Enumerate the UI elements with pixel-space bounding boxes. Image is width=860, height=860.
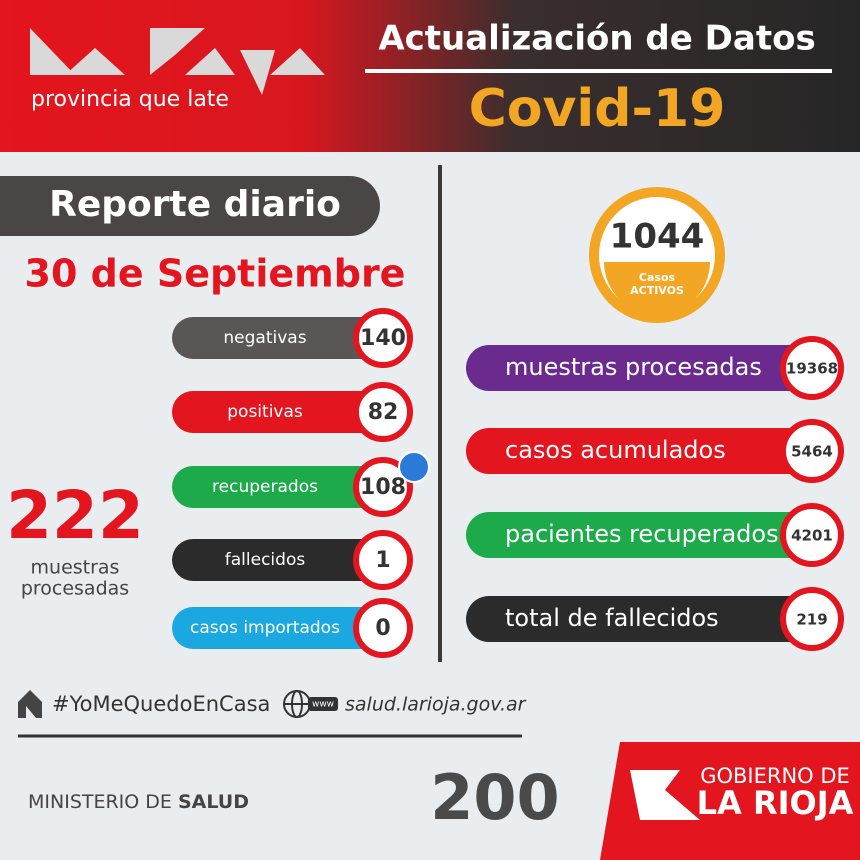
total-value: 5464 [791,443,833,461]
row-label: recuperados [212,477,318,497]
row-label: positivas [227,402,303,422]
samples-caption: procesadas [21,578,129,600]
total-value: 4201 [791,527,833,545]
samples-caption: muestras [31,557,120,579]
row-label: fallecidos [225,550,306,570]
row-label: negativas [223,328,306,348]
report-date: 30 de Septiembre [25,252,406,296]
total-label: pacientes recuperados [505,520,779,548]
header [0,0,860,152]
hashtag: #YoMeQuedoEnCasa [52,692,270,716]
anniversary-logo: 200 [430,761,559,834]
house-icon [18,690,42,718]
row-pill [172,539,392,581]
government-logo [630,770,700,820]
total-label: total de fallecidos [505,604,719,632]
active-caption: ACTIVOS [630,284,684,297]
total-badge [780,587,844,651]
row-badge [353,382,413,442]
www-badge [308,697,338,711]
report-title: Reporte diario [49,184,341,225]
ministry: MINISTERIO DE SALUD [28,791,249,813]
row-badge [353,308,413,368]
active-value: 1044 [610,217,705,257]
total-badge [780,503,844,567]
row-pill [172,607,392,649]
row-pill [172,317,392,359]
active-caption: Casos [639,271,676,284]
row-badge [353,457,413,517]
total-pill [466,345,816,391]
province: LA RIOJA [697,784,854,822]
ministry-bold: SALUD [178,791,249,813]
total-badge [780,419,844,483]
tagline: provincia que late [31,87,229,112]
subtitle: Covid-19 [469,79,726,139]
total-pill [466,596,816,642]
total-pill [466,428,816,474]
total-value: 219 [796,611,827,629]
logo [30,28,325,95]
active-fill [604,262,710,315]
row-pill [172,466,392,508]
row-value: 0 [375,616,390,641]
row-pill [172,391,392,433]
rows: negativas 140 positivas 82 recuperados 108 fal… [172,308,844,658]
row-value: 108 [360,475,406,500]
like-icon [398,451,430,483]
report-banner [0,176,380,236]
total-label: muestras procesadas [505,353,762,381]
row-badge [353,530,413,590]
www: www [312,700,334,710]
website[interactable]: salud.larioja.gov.ar [345,694,527,716]
row-label: casos importados [190,618,340,638]
title: Actualización de Datos [378,19,815,59]
total-label: casos acumulados [505,436,726,464]
row-value: 140 [360,326,406,351]
row-value: 1 [375,548,390,573]
ministry: MINISTERIO DE [28,791,172,813]
total-value: 19368 [786,360,838,378]
row-badge [353,598,413,658]
total-pill [466,512,816,558]
government: GOBIERNO DE [700,764,850,788]
row-value: 82 [368,400,399,425]
samples-total: 222 [6,477,144,554]
total-badge [780,336,844,400]
